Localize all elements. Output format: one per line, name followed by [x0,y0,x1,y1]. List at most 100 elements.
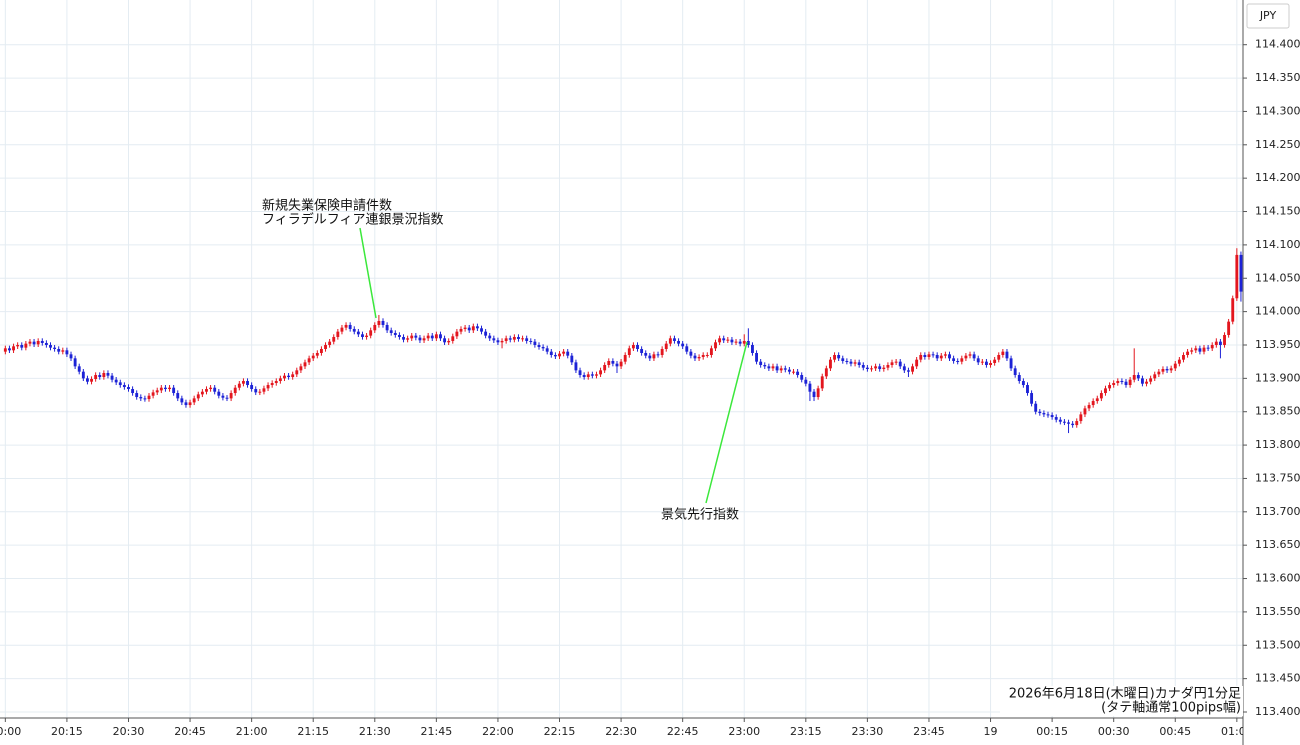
candle-body [668,338,672,344]
candle-body [960,358,964,362]
candle-body [718,338,722,343]
candle-body [1030,393,1034,404]
candle-body [837,354,841,359]
x-tick-label: 21:45 [421,725,453,738]
candle-body [287,375,291,378]
candle-body [500,340,504,343]
candle-body [681,343,685,347]
candle-body [241,381,245,384]
candle-body [1218,341,1222,345]
candle-body [894,361,898,363]
candle-body [402,336,405,340]
candle-body [28,341,32,344]
candle-body [964,355,968,359]
candle-body [1021,381,1025,386]
candle-body [1009,358,1013,369]
candle-body [143,398,147,400]
candle-body [303,362,307,367]
candle-body [779,368,783,371]
candle-body [24,343,28,348]
candle-body [738,341,742,344]
candle-body [1116,381,1120,384]
candle-body [824,368,828,377]
y-tick-label: 114.150 [1255,205,1300,218]
candle-body [595,374,598,376]
candle-body [90,379,93,382]
candle-body [1173,363,1177,369]
candle-body [549,351,553,355]
candle-body [20,344,24,348]
candle-body [841,358,845,362]
candle-body [508,338,512,340]
candle-body [274,381,278,384]
x-tick-labels: 20:00 20:15 20:30 20:45 21:00 21:15 21:30 21:45… [0,725,1243,738]
x-tick-label: 20:15 [51,725,83,738]
candle-body [492,338,496,341]
candle-body [1161,369,1165,372]
candle-body [1177,359,1181,364]
x-tick-label: 00:15 [1036,725,1068,738]
y-tick-label: 113.700 [1255,505,1300,518]
candle-body [385,324,389,331]
x-tick-label: 00:45 [1159,725,1191,738]
candle-body [861,365,865,368]
candle-body [1095,398,1099,402]
candle-body [783,368,787,370]
candle-body [1091,401,1095,406]
candle-body [188,402,192,406]
candle-body [775,366,779,371]
candle-body [86,378,89,382]
candle-body [414,335,418,338]
x-tick-label: 21:30 [359,725,391,738]
candle-body [656,354,660,356]
candle-body [984,361,988,366]
x-tick-label: 23:45 [913,725,945,738]
candle-body [545,348,549,352]
candle-body [517,336,520,339]
candles [3,248,1243,434]
candle-body [328,341,332,345]
candle-body [311,355,315,359]
candle-body [878,366,882,370]
candle-body [135,393,139,398]
candle-body [1149,378,1153,382]
candle-body [426,335,430,339]
candle-body [845,361,849,363]
x-tick-label: 22:45 [667,725,699,738]
x-tick-label: 00:30 [1098,725,1130,738]
candle-body [1132,375,1136,380]
candle-body [890,362,894,366]
candle-body [32,341,36,345]
candle-body [94,375,98,380]
candle-body [467,327,471,331]
candle-body [808,383,812,392]
candle-body [258,391,262,393]
candle-body [410,335,414,339]
candle-body [562,351,566,354]
candle-body [1157,371,1161,375]
candle-body [1083,408,1087,415]
candle-body [874,366,878,369]
candle-body [1104,388,1107,394]
candle-body [915,359,919,367]
candle-body [829,359,832,369]
candle-body [1050,415,1054,418]
candle-body [1013,368,1017,376]
candle-body [225,397,229,399]
candle-body [726,339,730,341]
candle-body [882,367,886,370]
candle-body [800,375,804,380]
x-tick-label: 20:45 [174,725,206,738]
candle-body [418,337,422,341]
candle-body [529,340,533,342]
candle-body [1145,381,1148,384]
candle-body [948,354,951,359]
candle-body [1120,381,1124,383]
candle-body [200,391,204,395]
candle-body [870,368,873,370]
candle-body [209,387,213,390]
y-axis-label-box [1246,3,1290,29]
candle-body [907,370,910,372]
candle-body [820,376,824,389]
